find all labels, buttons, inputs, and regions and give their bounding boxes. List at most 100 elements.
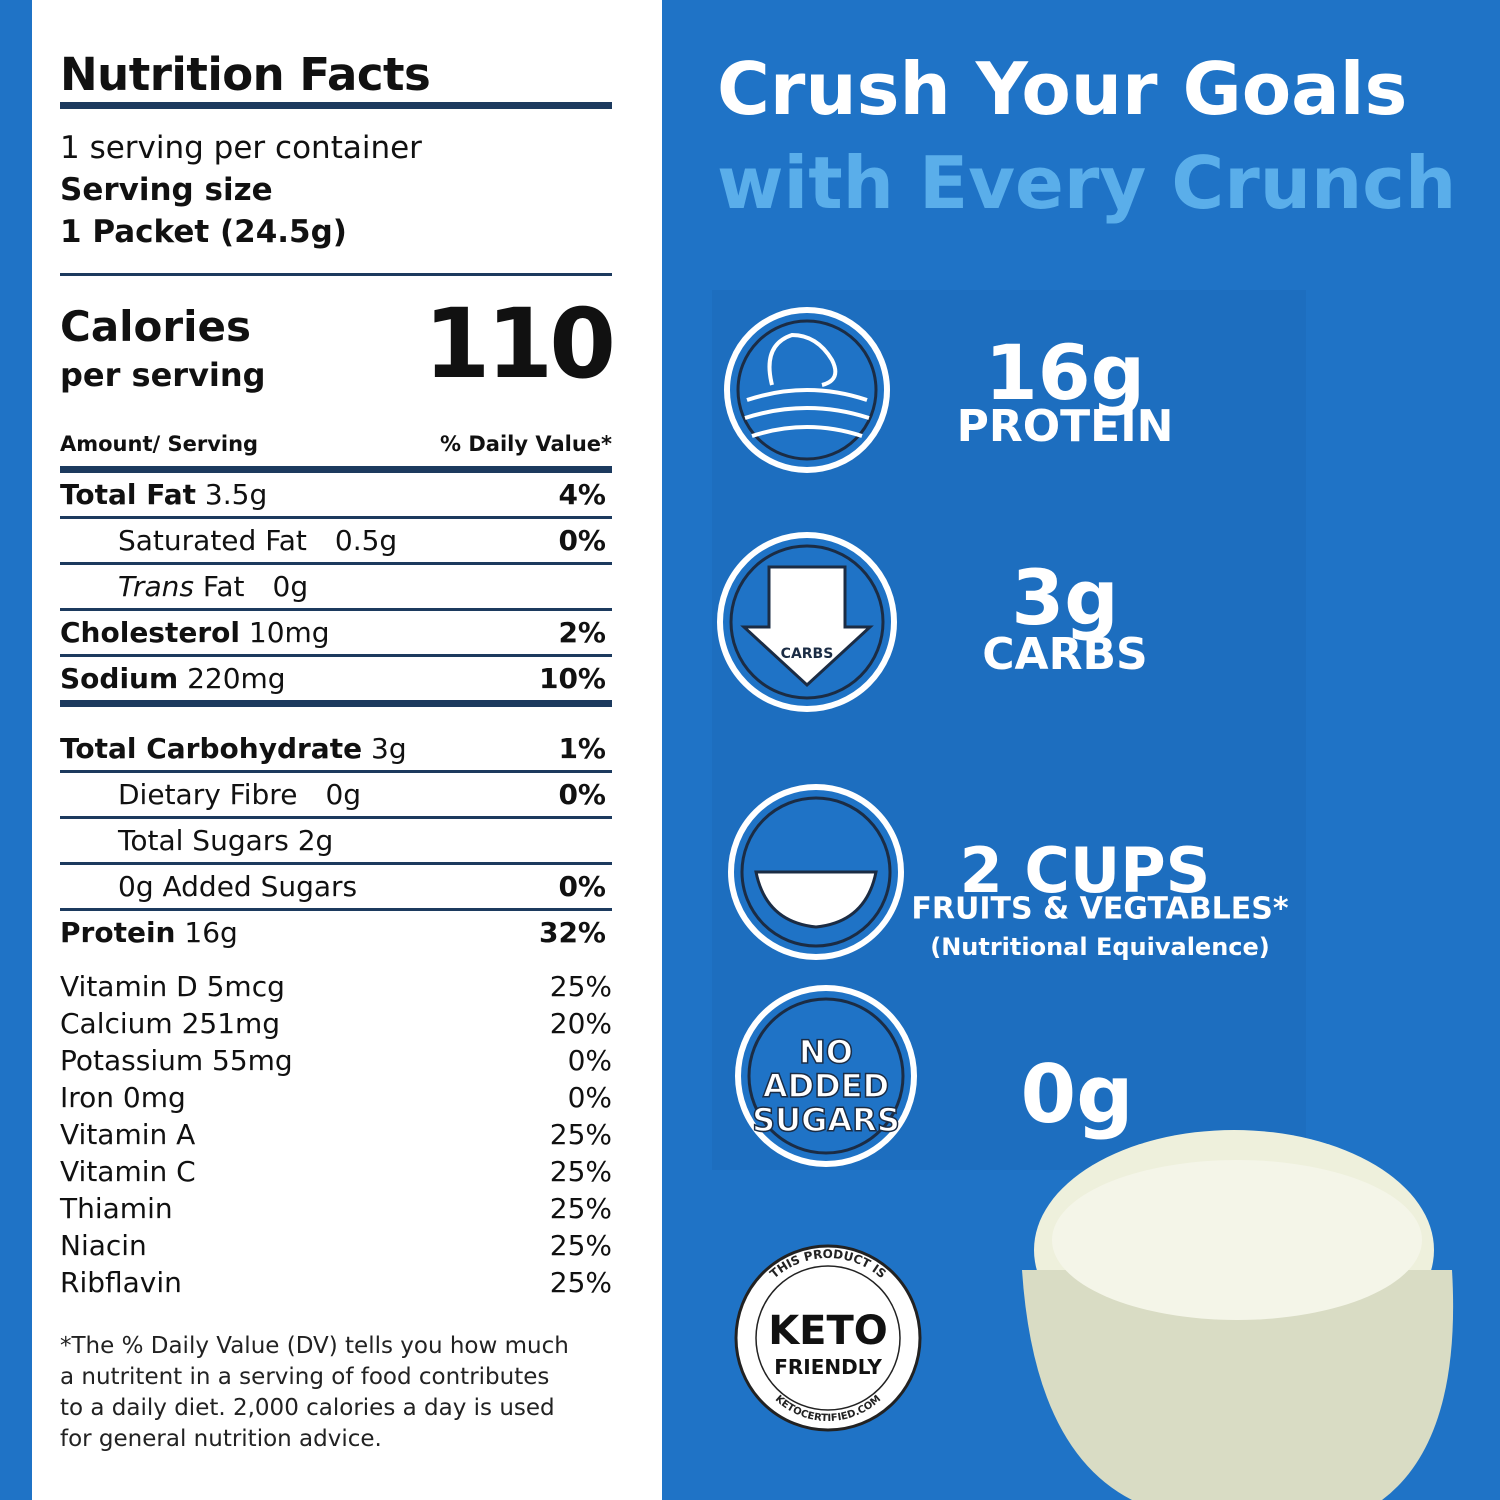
nutrient-name: 0g Added Sugars (118, 870, 358, 903)
footnote-line: for general nutrition advice. (60, 1426, 382, 1452)
nutrient-name: Fat (202, 570, 245, 603)
nutrient-dv: 10% (538, 662, 606, 695)
vitamin-name: Niacin (60, 1229, 147, 1262)
vitamin-row: Vitamin A 25% (60, 1116, 612, 1153)
label-title: Nutrition Facts (60, 48, 431, 101)
column-header: Amount/ Serving % Daily Value* (60, 426, 612, 462)
claim-icon (735, 985, 917, 1167)
nutrient-dv: 0% (558, 870, 606, 903)
divider (60, 466, 612, 473)
nutrient-dv: 0% (558, 524, 606, 557)
vitamin-row: Ribflavin 25% (60, 1264, 612, 1301)
amount-header: Amount/ Serving (60, 432, 259, 456)
vitamin-dv: 20% (549, 1007, 612, 1040)
calories: Calories per serving 110 (60, 276, 616, 426)
footnote-line: to a daily diet. 2,000 calories a day is… (60, 1395, 555, 1421)
vitamin-name: Vitamin D 5mcg (60, 970, 285, 1003)
serving-size: 1 Packet (24.5g) (60, 214, 347, 250)
basket-icon (754, 870, 878, 929)
nutrient-name-cell: Dietary Fibre 0g (60, 778, 361, 811)
nutrient-name-italic: Trans (118, 570, 194, 603)
nutrient-row: Total Sugars 2g (60, 819, 612, 865)
nutrient-row: Protein 16g 32% (60, 911, 612, 954)
nutrient-amount: 0g (325, 778, 362, 811)
nutrient-row: Dietary Fibre 0g 0% (60, 773, 612, 819)
nutrient-name: Total Carbohydrate (60, 732, 363, 765)
nutrient-dv: 2% (558, 616, 606, 649)
vitamin-dv: 25% (549, 970, 612, 1003)
calories-value: 110 (423, 288, 616, 400)
nutrient-rows: Total Fat 3.5g 4% Saturated Fat 0.5g 0% Tran… (60, 473, 612, 954)
calories-label: Calories (60, 302, 252, 351)
claim-icon-inner (747, 997, 905, 1155)
footnote-line: *The % Daily Value (DV) tells you how mu… (60, 1333, 569, 1359)
vitamin-name: Potassium 55mg (60, 1044, 293, 1077)
servings: 1 serving per container (60, 130, 422, 166)
claim-icon-text: NO (799, 1033, 853, 1071)
divider (60, 273, 612, 276)
divider (60, 102, 612, 109)
claim-icon-text: SUGARS (752, 1101, 900, 1139)
nutrient-name-cell: Total Fat 3.5g (60, 478, 267, 511)
vitamin-name: Thiamin (60, 1192, 173, 1225)
badge-title: KETO (768, 1308, 888, 1354)
nutrient-name-cell: Total Sugars 2g (60, 824, 333, 857)
nutrient-name: Protein (60, 916, 176, 949)
vitamin-row: Iron 0mg 0% (60, 1079, 612, 1116)
vitamin-dv: 0% (567, 1081, 612, 1114)
nutrient-row: Sodium 220mg 10% (60, 657, 612, 707)
vitamin-dv: 25% (549, 1118, 612, 1151)
serving-size-label: Serving size (60, 172, 273, 208)
claim-icon-inner (740, 796, 892, 948)
nutrient-amount: 0.5g (334, 524, 398, 557)
nutrient-dv: 4% (558, 478, 606, 511)
spacer (60, 707, 612, 727)
claim-icon-text: ADDED (763, 1067, 889, 1105)
vitamin-name: Ribflavin (60, 1266, 182, 1299)
nutrient-row: Trans Fat 0g (60, 565, 612, 611)
nutrition-panel: Nutrition Facts 1 serving per container … (60, 48, 616, 1455)
headline-line2: with Every Crunch (717, 141, 1456, 225)
vitamin-name: Iron 0mg (60, 1081, 186, 1114)
vitamin-row: Niacin 25% (60, 1227, 612, 1264)
nutrient-amount: 3g (371, 732, 407, 765)
nutrient-dv: 32% (538, 916, 606, 949)
claim-icon-inner (736, 319, 878, 461)
arrow-icon (740, 565, 874, 688)
vitamin-name: Vitamin C (60, 1155, 196, 1188)
footnote-line: a nutritent in a serving of food contrib… (60, 1364, 550, 1390)
badge-sub: FRIENDLY (774, 1355, 882, 1379)
nutrient-dv: 1% (558, 732, 606, 765)
vitamin-dv: 25% (549, 1266, 612, 1299)
vitamin-row: Thiamin 25% (60, 1190, 612, 1227)
nutrient-name: Cholesterol (60, 616, 240, 649)
vitamin-row: Vitamin C 25% (60, 1153, 612, 1190)
nutrient-name-cell: 0g Added Sugars (60, 870, 357, 903)
nutrient-name-cell: Total Carbohydrate 3g (60, 732, 407, 765)
nutrient-amount: 0g (272, 570, 309, 603)
claim-value: 16g (985, 328, 1145, 417)
nutrient-row: Cholesterol 10mg 2% (60, 611, 612, 657)
nutrient-name-cell: Sodium 220mg (60, 662, 286, 695)
nutrient-row: 0g Added Sugars 0% (60, 865, 612, 911)
promo-panel: Crush Your Goals with Every Crunch 16gPR… (712, 47, 1456, 1500)
vitamin-row: Vitamin D 5mcg 25% (60, 968, 612, 1005)
nutrient-name: Sodium (60, 662, 179, 695)
nutrient-amount: 16g (184, 916, 238, 949)
claim-value: 2 CUPS (960, 834, 1211, 907)
vitamin-dv: 25% (549, 1192, 612, 1225)
claim-value: 0g (1021, 1048, 1134, 1141)
nutrient-row: Total Carbohydrate 3g 1% (60, 727, 612, 773)
headline-line1: Crush Your Goals (717, 47, 1407, 131)
claim-label: PROTEIN (957, 401, 1174, 452)
nutrient-name: Total Sugars 2g (118, 824, 334, 857)
nutrient-name: Saturated Fat (118, 524, 307, 557)
keto-badge: THIS PRODUCT IS KETOCERTIFIED.COM KETO F… (734, 1244, 922, 1432)
claim-label: FRUITS & VEGTABLES* (911, 892, 1288, 927)
nutrient-name-cell: Protein 16g (60, 916, 238, 949)
claim-label: CARBS (982, 629, 1147, 680)
